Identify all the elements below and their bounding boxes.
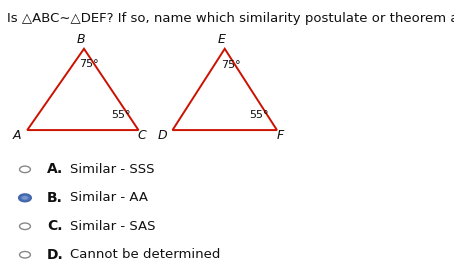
Circle shape (22, 196, 28, 200)
Text: C: C (137, 129, 146, 142)
Text: D.: D. (47, 248, 64, 262)
Text: 75°: 75° (222, 60, 241, 70)
Circle shape (20, 166, 30, 173)
Text: Is △ABC∼△DEF? If so, name which similarity postulate or theorem applies.: Is △ABC∼△DEF? If so, name which similari… (7, 12, 454, 25)
Text: A: A (13, 129, 21, 142)
Text: 75°: 75° (79, 59, 99, 69)
Text: 55°: 55° (111, 110, 131, 120)
Text: F: F (277, 129, 284, 142)
Text: C.: C. (47, 219, 62, 233)
Text: A.: A. (47, 162, 63, 176)
Text: B: B (77, 33, 85, 46)
Text: Cannot be determined: Cannot be determined (70, 248, 221, 261)
Circle shape (19, 194, 31, 201)
Text: Similar - SAS: Similar - SAS (70, 220, 156, 233)
Text: E: E (217, 33, 226, 46)
Text: B.: B. (47, 191, 63, 205)
Text: D: D (158, 129, 168, 142)
Circle shape (20, 223, 30, 230)
Circle shape (20, 251, 30, 258)
Text: 55°: 55° (249, 110, 269, 120)
Text: Similar - SSS: Similar - SSS (70, 163, 155, 176)
Text: Similar - AA: Similar - AA (70, 191, 148, 204)
